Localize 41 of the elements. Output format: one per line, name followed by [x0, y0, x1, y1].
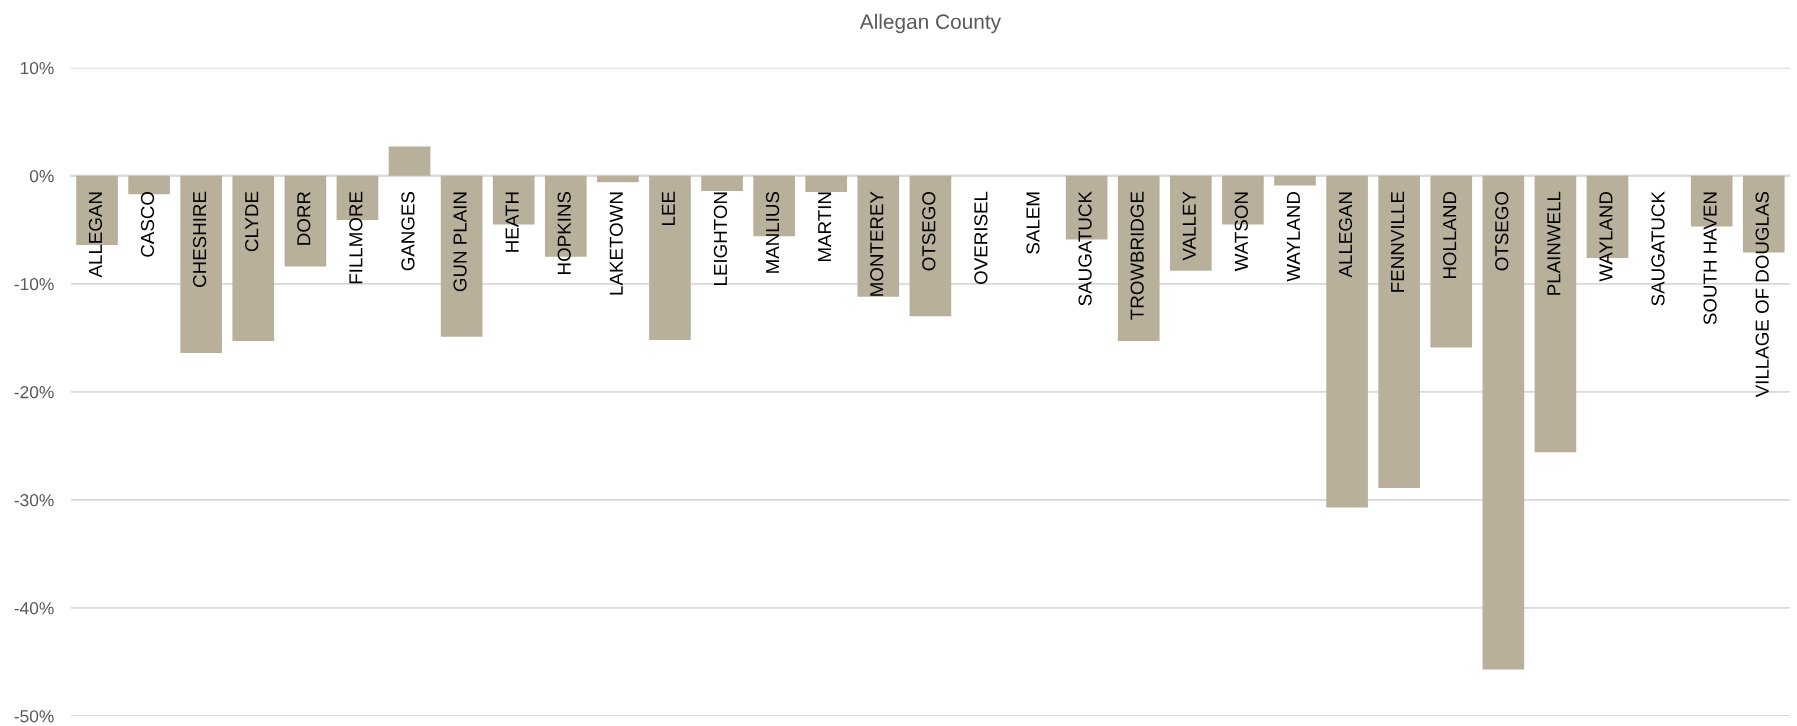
- x-tick-label: SALEM: [1026, 192, 1040, 254]
- x-tick-label: ALLEGAN: [1338, 192, 1353, 278]
- x-tick-label: SOUTH HAVEN: [1703, 192, 1717, 325]
- x-tick-label: LEE: [661, 191, 675, 225]
- y-tick-label: -30%: [14, 494, 54, 507]
- x-tick-label: OVERISEL: [974, 191, 988, 284]
- x-tick-label: MONTEREY: [870, 191, 884, 296]
- x-tick-label: VILLAGE OF DOUGLAS: [1755, 191, 1769, 398]
- x-tick-label: FILLMORE: [349, 191, 363, 284]
- x-tick-label: LAKETOWN: [609, 192, 623, 295]
- x-tick-label: CLYDE: [245, 191, 259, 252]
- y-tick-label: 10%: [20, 61, 54, 75]
- x-tick-label: CHESHIRE: [192, 191, 207, 287]
- chart-title: Allegan County: [859, 13, 1002, 34]
- x-tick-label: WAYLAND: [1286, 191, 1300, 282]
- x-tick-label: DORR: [297, 191, 311, 245]
- x-tick-label: ALLEGAN: [88, 192, 103, 278]
- y-tick-label: -10%: [14, 277, 54, 291]
- x-tick-label: HEATH: [505, 192, 519, 252]
- x-tick-label: HOLLAND: [1443, 191, 1457, 279]
- x-tick-label: CASCO: [140, 191, 155, 257]
- y-tick-label: -20%: [14, 386, 54, 399]
- x-tick-label: GUN PLAIN: [453, 192, 467, 292]
- x-tick-label: OTSEGO: [922, 191, 936, 271]
- x-tick-label: SAUGATUCK: [1078, 191, 1092, 306]
- x-tick-label: MARTIN: [818, 192, 832, 262]
- x-tick-label: MANLIUS: [765, 191, 780, 273]
- y-tick-label: -40%: [14, 602, 54, 615]
- y-tick-label: -50%: [14, 710, 54, 723]
- x-tick-label: TROWBRIDGE: [1130, 191, 1144, 320]
- x-tick-label: SAUGATUCK: [1651, 191, 1665, 306]
- y-tick-label: 0%: [29, 169, 54, 183]
- x-tick-label: WAYLAND: [1599, 191, 1613, 282]
- x-tick-label: OTSEGO: [1495, 191, 1509, 271]
- x-tick-label: FENNVILLE: [1391, 191, 1405, 292]
- x-tick-label: PLAINWELL: [1547, 191, 1561, 295]
- x-tick-label: HOPKINS: [557, 191, 571, 274]
- x-tick-label: LEIGHTON: [713, 192, 728, 286]
- x-tick-label: VALLEY: [1182, 191, 1196, 261]
- x-tick-label: WATSON: [1234, 192, 1248, 272]
- x-tick-label: GANGES: [401, 191, 415, 271]
